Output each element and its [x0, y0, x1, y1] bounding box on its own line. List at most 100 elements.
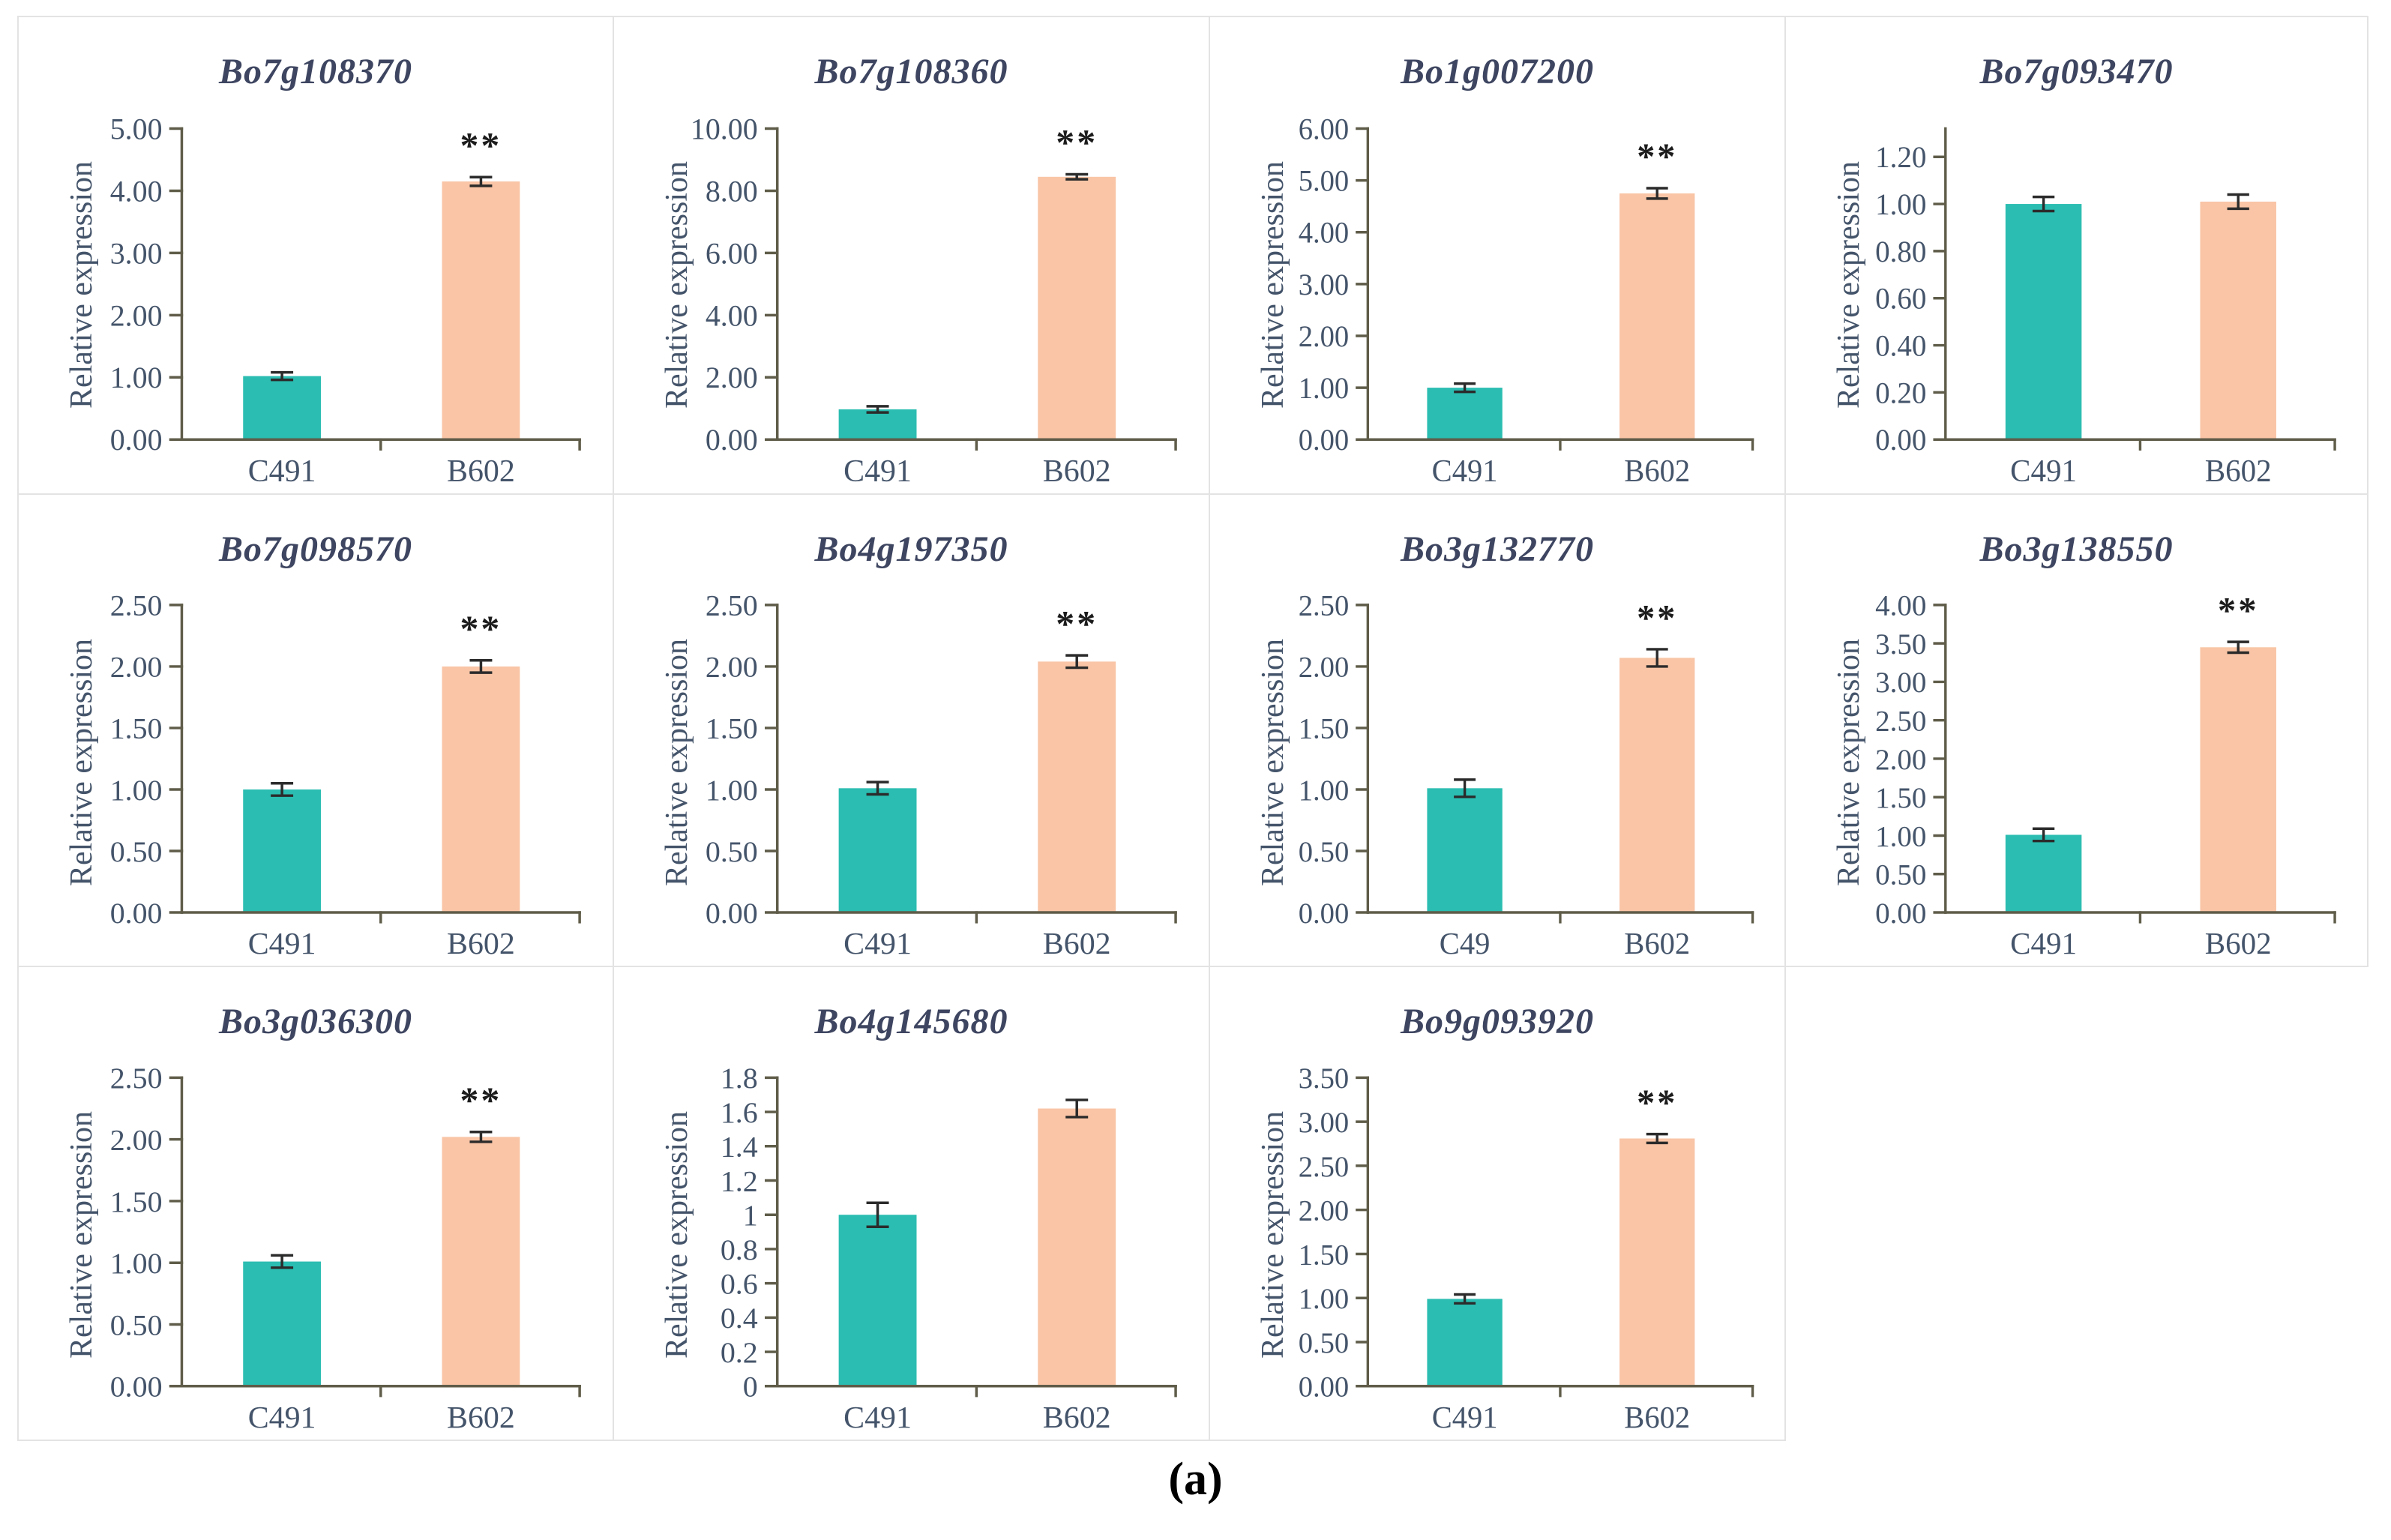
y-tick-label: 10.00: [691, 112, 758, 146]
y-axis-title: Relative expression: [660, 160, 694, 409]
x-category-label-B602: B602: [1043, 927, 1111, 961]
error-bar-C491: [271, 782, 294, 797]
y-tick-label: 2.00: [110, 651, 163, 684]
error-bar-B602: [469, 1131, 493, 1143]
y-tick-label: 2.50: [110, 1062, 163, 1095]
y-axis-title: Relative expression: [1832, 638, 1866, 887]
y-tick-label: 1.50: [110, 712, 163, 745]
error-bar-B602: [1646, 187, 1668, 200]
error-bar-B602: [1065, 654, 1089, 670]
error-bar-B602: [469, 658, 493, 674]
axes: [1356, 604, 1754, 924]
significance-stars: **: [1637, 135, 1677, 177]
y-tick-label: 2.00: [1299, 1194, 1350, 1227]
y-axis-title: Relative expression: [660, 1110, 694, 1359]
x-category-label-C491: C491: [2010, 454, 2077, 488]
chart-canvas: 0.00 0.50 1.00 1.50 2.00 2.50 C491 B602 **: [110, 1062, 581, 1435]
chart-panel-Bo7g108370: Bo7g108370 Relative expression 0.00 1.00 2…: [19, 17, 614, 495]
error-bar-B602: [1065, 1098, 1089, 1119]
bar-B602: [1038, 1108, 1116, 1386]
y-tick-label: 8.00: [706, 174, 758, 208]
error-bar-B602: [1065, 172, 1089, 181]
error-bar-C491: [1454, 1293, 1476, 1305]
significance-stars: **: [2218, 589, 2259, 631]
y-tick-label: 0.00: [110, 897, 163, 930]
y-tick-label: 0.20: [1875, 376, 1926, 409]
y-axis-title: Relative expression: [1256, 1110, 1290, 1359]
bar-C491: [1427, 388, 1503, 440]
chart-canvas: 0.00 0.50 1.00 1.50 2.00 2.50 3.00 3.50 C491 B602…: [1299, 1062, 1754, 1435]
bar-B602: [2200, 201, 2276, 440]
y-tick-label: 4.00: [706, 298, 758, 332]
bar-C491: [243, 376, 321, 440]
axes: [764, 1076, 1177, 1398]
y-tick-label: 3.50: [1299, 1062, 1350, 1095]
bar-B602: [1619, 658, 1695, 913]
chart-title: Bo3g036300: [218, 1002, 412, 1041]
y-tick-label: 4.00: [110, 174, 163, 208]
y-tick-label: 0.60: [1875, 282, 1926, 315]
y-tick-label: 2.50: [1299, 1150, 1350, 1183]
bar-C491: [243, 789, 321, 913]
axes: [169, 604, 581, 924]
y-tick-label: 1.50: [706, 712, 758, 745]
y-tick-label: 0.00: [1299, 424, 1350, 457]
x-category-label-B602: B602: [447, 927, 515, 961]
y-tick-label: 1.00: [110, 1247, 163, 1280]
x-category-label-B602: B602: [2205, 926, 2272, 960]
y-tick-label: 6.00: [706, 236, 758, 270]
y-tick-label: 0.00: [1875, 424, 1926, 457]
x-category-label-B602: B602: [1624, 926, 1690, 960]
chart-title: Bo3g132770: [1400, 529, 1594, 569]
y-tick-label: 1.00: [110, 774, 163, 807]
error-bar-C491: [866, 1201, 889, 1228]
bar-B602: [1619, 193, 1695, 440]
y-tick-label: 3.50: [1875, 628, 1926, 661]
y-tick-label: 0.00: [706, 897, 758, 930]
y-tick-label: 3.00: [1875, 667, 1926, 699]
bar-B602: [2200, 647, 2276, 913]
x-category-label-C491: C491: [843, 454, 912, 489]
y-tick-label: 0: [743, 1371, 758, 1404]
significance-stars: **: [1056, 122, 1098, 163]
x-category-label-B602: B602: [447, 454, 515, 489]
chart-canvas: 0.00 0.50 1.00 1.50 2.00 2.50 C491 B602 **: [110, 589, 581, 961]
x-category-label-C491: C491: [843, 927, 912, 961]
y-tick-label: 0.40: [1875, 329, 1926, 362]
chart-panel-Bo3g138550: Bo3g138550 Relative expression 0.00 0.50 1…: [1786, 495, 2369, 967]
error-bar-C491: [1454, 382, 1476, 394]
bar-B602: [442, 181, 520, 440]
error-bar-C491: [2032, 195, 2055, 213]
bar-C491: [838, 409, 917, 440]
x-category-label-C491: C491: [248, 927, 316, 961]
chart-panel-Bo1g007200: Bo1g007200 Relative expression 0.00 1.00 2…: [1210, 17, 1786, 495]
x-category-label-C491: C491: [1432, 1400, 1498, 1435]
y-tick-label: 2.50: [110, 589, 163, 622]
bar-B602: [1619, 1138, 1695, 1386]
x-category-label-B602: B602: [1043, 454, 1111, 489]
y-tick-label: 1.00: [1875, 820, 1926, 852]
bar-B602: [442, 666, 520, 913]
y-tick-label: 2.50: [706, 589, 758, 622]
chart-panel-Bo9g093920: Bo9g093920 Relative expression 0.00 0.50 1…: [1210, 967, 1786, 1441]
y-tick-label: 0.50: [110, 1309, 163, 1342]
chart-canvas: 0.00 1.00 2.00 3.00 4.00 5.00 6.00 C491 B602 **: [1299, 113, 1754, 488]
error-bar-C491: [271, 370, 294, 382]
y-tick-label: 1.50: [110, 1185, 163, 1218]
error-bar-C491: [271, 1254, 294, 1269]
y-tick-label: 3.00: [1299, 268, 1350, 301]
y-tick-label: 1.8: [721, 1062, 758, 1095]
y-tick-label: 0.50: [110, 835, 163, 868]
y-tick-label: 1.00: [1875, 188, 1926, 221]
chart-title: Bo7g108360: [814, 52, 1008, 91]
y-tick-label: 1.6: [721, 1096, 758, 1129]
y-tick-label: 3.00: [110, 236, 163, 270]
chart-canvas: 0.00 0.50 1.00 1.50 2.00 2.50 C49 B602 **: [1299, 589, 1754, 960]
chart-canvas: 00.20.40.60.811.21.41.61.8 C491 B602: [721, 1062, 1177, 1435]
bar-C49: [1427, 788, 1503, 913]
y-tick-label: 1.00: [706, 774, 758, 807]
y-tick-label: 0.50: [1299, 1326, 1350, 1359]
chart-title: Bo3g138550: [1979, 529, 2174, 569]
x-category-label-B602: B602: [1043, 1401, 1111, 1435]
